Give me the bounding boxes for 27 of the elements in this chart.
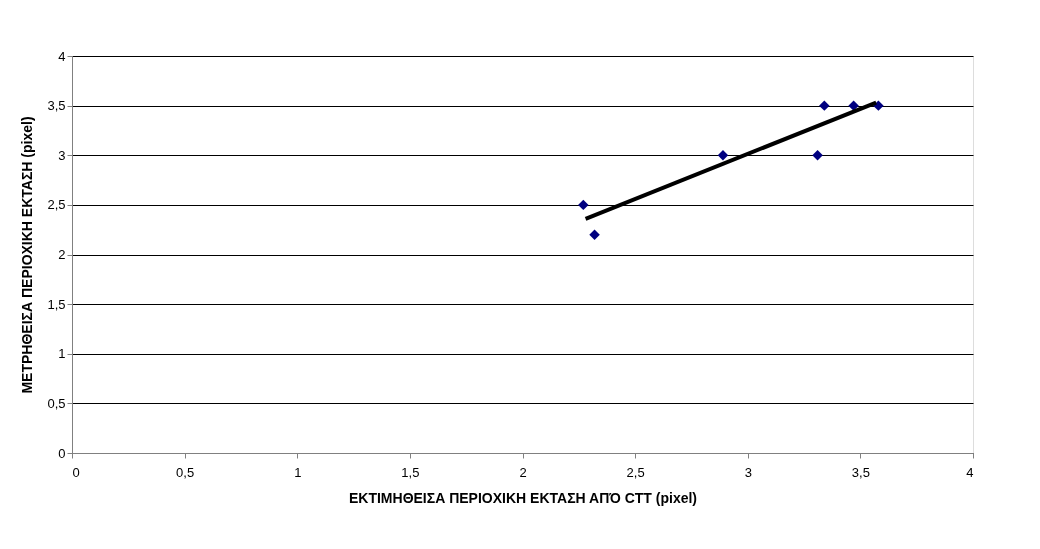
point bbox=[848, 100, 859, 111]
y-tick-label: 2 bbox=[58, 247, 66, 262]
y-tick-label: 3,5 bbox=[47, 98, 66, 114]
x-tick-label: 2 bbox=[519, 464, 527, 480]
point bbox=[819, 100, 830, 111]
y-tick-label: 0,5 bbox=[47, 395, 66, 411]
y-axis-title: ΜΕΤΡΗΘΕΙΣΑ ΠΕΡΙΟΧΙΚΗ ΕΚΤΑΣΗ (pixel) bbox=[19, 116, 36, 394]
x-tick-label: 2,5 bbox=[626, 464, 645, 480]
y-tick-label: 1 bbox=[58, 346, 66, 362]
point bbox=[589, 229, 600, 240]
point bbox=[873, 100, 884, 111]
y-tick-label: 3 bbox=[58, 147, 66, 163]
x-tick-label: 3 bbox=[744, 464, 752, 480]
point bbox=[578, 199, 589, 211]
point bbox=[717, 150, 729, 161]
point bbox=[812, 150, 823, 161]
y-tick-label: 0 bbox=[58, 445, 66, 461]
y-tick-label: 1,5 bbox=[47, 296, 66, 312]
x-tick-label: 3,5 bbox=[851, 464, 870, 480]
x-tick-label: 0 bbox=[72, 464, 80, 480]
x-tick-label: 0,5 bbox=[176, 464, 195, 480]
x-tick-label: 1 bbox=[294, 464, 302, 480]
x-tick-label: 4 bbox=[966, 464, 974, 480]
y-tick-label: 4 bbox=[58, 48, 66, 64]
y-tick-label: 2,5 bbox=[47, 197, 66, 213]
x-axis-title: ΕΚΤΙΜΗΘΕΙΣΑ ΠΕΡΙΟΧΙΚΗ ΕΚΤΑΣΗ ΑΠΌ CTT (pixel) bbox=[348, 489, 698, 506]
x-tick-label: 1,5 bbox=[401, 464, 420, 480]
